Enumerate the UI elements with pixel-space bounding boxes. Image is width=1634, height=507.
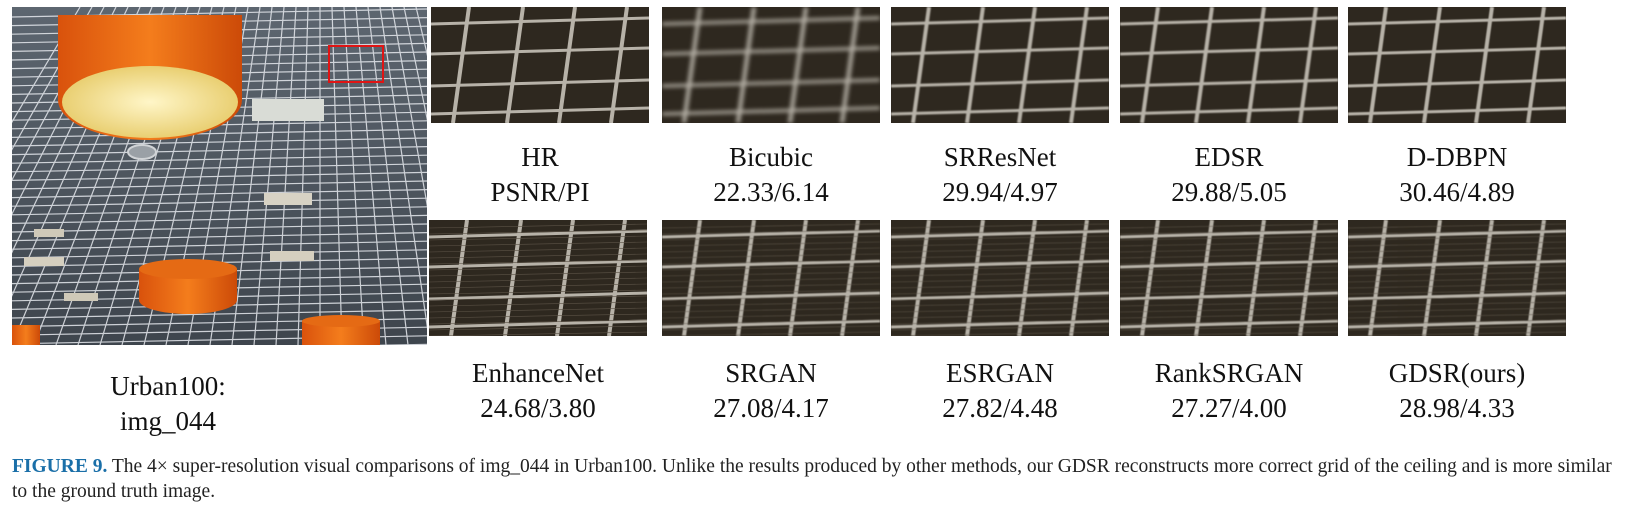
figure-label: FIGURE 9. [12, 456, 108, 477]
crop-gdsr [1348, 220, 1566, 336]
method-name: Bicubic [729, 142, 813, 172]
method-name: GDSR(ours) [1388, 358, 1526, 388]
crop-srgan [662, 220, 880, 336]
figure-caption: FIGURE 9. The 4× super-resolution visual… [12, 454, 1624, 504]
method-name: EnhanceNet [472, 358, 604, 388]
crop-ranksrgan [1120, 220, 1338, 336]
method-name: EDSR [1194, 142, 1264, 172]
method-score: 24.68/3.80 [480, 393, 596, 423]
method-score: 29.88/5.05 [1171, 177, 1287, 207]
ceiling-photo [12, 7, 427, 345]
method-name: RankSRGAN [1154, 358, 1304, 388]
method-name: ESRGAN [945, 358, 1054, 388]
crop-label: SRGAN 27.08/4.17 [651, 356, 891, 426]
crop-bicubic [662, 7, 880, 123]
crop-label: D-DBPN 30.46/4.89 [1337, 140, 1577, 210]
method-score: PSNR/PI [490, 177, 590, 207]
crop-label: RankSRGAN 27.27/4.00 [1109, 356, 1349, 426]
crop-esrgan [891, 220, 1109, 336]
method-score: 30.46/4.89 [1399, 177, 1515, 207]
crop-ddbpn [1348, 7, 1566, 123]
crop-label: HR PSNR/PI [420, 140, 660, 210]
method-score: 29.94/4.97 [942, 177, 1058, 207]
method-score: 27.82/4.48 [942, 393, 1058, 423]
crop-srresnet [891, 7, 1109, 123]
crop-edsr [1120, 7, 1338, 123]
method-name: D-DBPN [1406, 142, 1508, 172]
method-score: 27.27/4.00 [1171, 393, 1287, 423]
crop-enhancenet [429, 220, 647, 336]
method-score: 22.33/6.14 [713, 177, 829, 207]
image-id: img_044 [119, 406, 216, 436]
caption-text: The 4× super-resolution visual compariso… [12, 456, 1612, 502]
method-name: SRGAN [725, 358, 817, 388]
method-name: HR [521, 142, 559, 172]
crop-label: GDSR(ours) 28.98/4.33 [1337, 356, 1577, 426]
dataset-name: Urban100: [110, 371, 226, 401]
ground-truth-label: Urban100: img_044 [58, 369, 278, 439]
ground-truth-image [12, 7, 427, 345]
crop-label: ESRGAN 27.82/4.48 [880, 356, 1120, 426]
crop-label: EnhanceNet 24.68/3.80 [418, 356, 658, 426]
zoom-region-box [328, 45, 384, 83]
crop-label: Bicubic 22.33/6.14 [651, 140, 891, 210]
method-name: SRResNet [943, 142, 1057, 172]
crop-label: EDSR 29.88/5.05 [1109, 140, 1349, 210]
crop-label: SRResNet 29.94/4.97 [880, 140, 1120, 210]
method-score: 28.98/4.33 [1399, 393, 1515, 423]
crop-hr [431, 7, 649, 123]
method-score: 27.08/4.17 [713, 393, 829, 423]
